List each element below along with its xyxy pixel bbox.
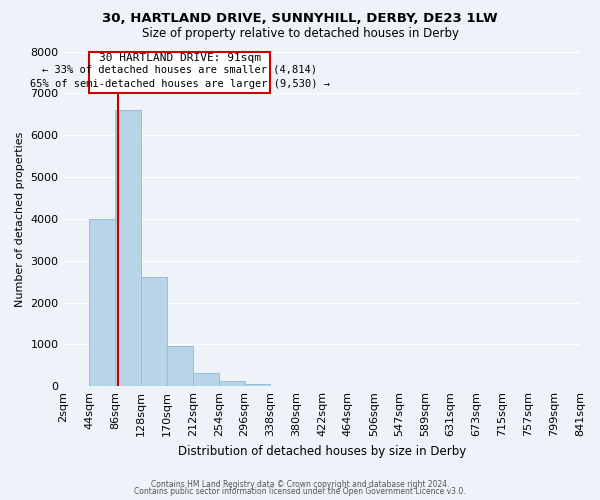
Text: 30, HARTLAND DRIVE, SUNNYHILL, DERBY, DE23 1LW: 30, HARTLAND DRIVE, SUNNYHILL, DERBY, DE… xyxy=(102,12,498,26)
Bar xyxy=(167,346,193,386)
Text: Contains public sector information licensed under the Open Government Licence v3: Contains public sector information licen… xyxy=(134,487,466,496)
Bar xyxy=(89,219,115,386)
X-axis label: Distribution of detached houses by size in Derby: Distribution of detached houses by size … xyxy=(178,444,466,458)
Text: Size of property relative to detached houses in Derby: Size of property relative to detached ho… xyxy=(142,28,458,40)
Text: 30 HARTLAND DRIVE: 91sqm: 30 HARTLAND DRIVE: 91sqm xyxy=(99,53,261,63)
Bar xyxy=(141,278,167,386)
Y-axis label: Number of detached properties: Number of detached properties xyxy=(15,131,25,306)
Text: 65% of semi-detached houses are larger (9,530) →: 65% of semi-detached houses are larger (… xyxy=(30,78,330,88)
Bar xyxy=(218,381,245,386)
Bar xyxy=(245,384,271,386)
Text: Contains HM Land Registry data © Crown copyright and database right 2024.: Contains HM Land Registry data © Crown c… xyxy=(151,480,449,489)
Bar xyxy=(89,52,271,94)
Text: ← 33% of detached houses are smaller (4,814): ← 33% of detached houses are smaller (4,… xyxy=(43,64,317,74)
Bar xyxy=(115,110,141,386)
Bar xyxy=(193,373,218,386)
